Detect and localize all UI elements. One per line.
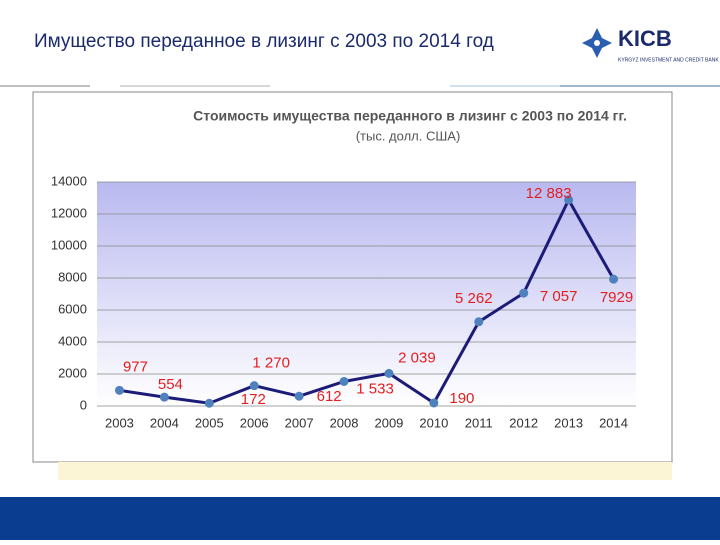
value-label: 7 057 [540, 288, 578, 305]
logo-icon [582, 28, 612, 58]
marker [339, 376, 349, 386]
y-tick-label: 6000 [58, 301, 87, 316]
value-label: 1 270 [252, 355, 290, 372]
marker [609, 274, 619, 284]
footer-bar [0, 497, 720, 540]
logo: KICB [618, 26, 672, 51]
value-label: 1 533 [356, 380, 394, 397]
x-tick-label: 2008 [330, 415, 359, 430]
marker [249, 381, 259, 391]
value-label: 612 [317, 388, 342, 405]
x-tick-label: 2007 [285, 415, 314, 430]
line [119, 196, 615, 406]
x-tick-label: 2006 [240, 415, 269, 430]
x-tick-label: 2005 [195, 415, 224, 430]
value-label: 190 [449, 390, 474, 407]
marker [519, 288, 529, 298]
y-tick-label: 2000 [58, 365, 87, 380]
marker [114, 385, 124, 395]
x-tick-label: 2009 [374, 415, 403, 430]
value-label: 5 262 [455, 290, 493, 307]
plot-area [97, 182, 636, 406]
x-tick-label: 2013 [554, 415, 583, 430]
x-tick-label: 2014 [599, 415, 628, 430]
value-label: 172 [241, 391, 266, 408]
x-tick-label: 2004 [150, 415, 179, 430]
strip [58, 462, 672, 480]
y-tick-label: 0 [80, 397, 87, 412]
value-label: 977 [123, 358, 148, 375]
marker [384, 368, 394, 378]
value-label: 2 039 [398, 349, 436, 366]
chart-title: Стоимость имущества переданного в лизинг… [193, 108, 627, 124]
y-tick-label: 4000 [58, 333, 87, 348]
marker [429, 398, 439, 408]
value-label: 7929 [600, 289, 633, 306]
slide-title: Имущество переданное в лизинг с 2003 по … [34, 31, 494, 52]
x-tick-label: 2011 [465, 415, 493, 430]
marker [204, 398, 214, 408]
x-tick-label: 2003 [105, 415, 134, 430]
chart-subtitle: (тыс. долл. США) [356, 128, 461, 143]
y-tick-label: 12000 [51, 205, 87, 220]
marker [564, 195, 574, 205]
logo-subtitle: KYRGYZ INVESTMENT AND CREDIT BANK [618, 57, 719, 63]
y-tick-label: 8000 [58, 269, 87, 284]
y-tick-label: 14000 [51, 173, 87, 188]
marker [294, 391, 304, 401]
marker [159, 392, 169, 402]
value-label: 554 [158, 376, 183, 393]
y-tick-label: 10000 [51, 237, 87, 252]
marker [474, 317, 484, 327]
x-tick-label: 2012 [509, 415, 538, 430]
value-label: 12 883 [526, 185, 572, 202]
x-tick-label: 2010 [419, 415, 448, 430]
